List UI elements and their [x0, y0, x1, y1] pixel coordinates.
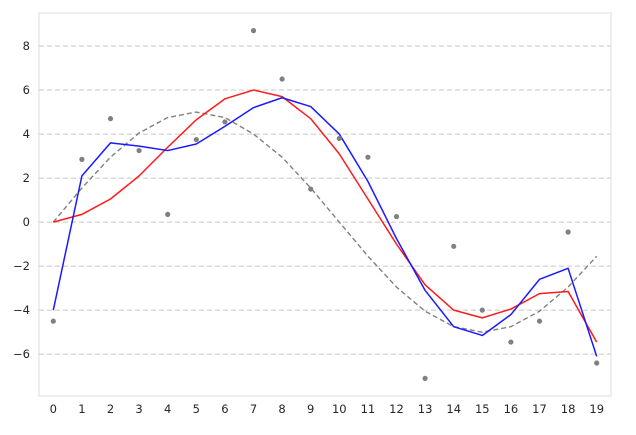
y-grid [39, 45, 611, 355]
x-tick-label: 5 [193, 402, 200, 416]
series-line-2 [53, 89, 598, 343]
scatter-point [479, 307, 485, 313]
series-lines [52, 89, 598, 357]
x-tick-label: 14 [446, 402, 461, 416]
scatter-point [308, 186, 314, 192]
x-tick-label: 3 [135, 402, 142, 416]
x-tick-label: 6 [221, 402, 228, 416]
x-tick-label: 0 [50, 402, 57, 416]
scatter-point [222, 119, 228, 125]
scatter-point [594, 360, 600, 366]
x-tick-label: 11 [361, 402, 376, 416]
scatter-point [565, 229, 571, 235]
series-line-3 [52, 96, 598, 357]
scatter-point [165, 211, 171, 218]
y-tick-label: −4 [13, 303, 30, 317]
y-tick-label: 4 [23, 127, 30, 141]
scatter-point [279, 76, 285, 82]
x-tick-label: 8 [278, 402, 285, 416]
x-tick-label: 12 [389, 402, 404, 416]
scatter-point [107, 116, 114, 122]
y-tick-labels: −6 −4 −2 0 2 4 6 8 [13, 39, 30, 361]
scatter-point [536, 318, 543, 324]
y-tick-label: 6 [23, 83, 30, 97]
scatter-points [50, 28, 600, 381]
y-tick-label: 2 [23, 171, 30, 185]
x-tick-label: 15 [475, 402, 490, 416]
x-tick-label: 16 [504, 402, 519, 416]
scatter-point [336, 135, 342, 142]
x-tick-label: 17 [532, 402, 547, 416]
x-tick-label: 10 [332, 402, 347, 416]
x-tick-label: 4 [164, 402, 171, 416]
scatter-point [136, 147, 142, 154]
x-tick-label: 19 [589, 402, 604, 416]
x-tick-label: 2 [107, 402, 114, 416]
scatter-point [250, 28, 257, 34]
x-tick-labels: 0 1 2 3 4 5 6 7 8 9 10 11 12 13 14 15 16 17 18 19 [50, 402, 604, 416]
x-tick-label: 18 [561, 402, 576, 416]
y-tick-label: −6 [13, 347, 30, 361]
y-tick-label: 8 [23, 39, 30, 53]
scatter-point [451, 243, 457, 249]
scatter-point [193, 136, 199, 143]
scatter-point [422, 375, 428, 381]
scatter-point [50, 318, 56, 324]
x-tick-label: 13 [418, 402, 433, 416]
scatter-point [393, 214, 400, 220]
series-line-1 [52, 111, 598, 333]
y-tick-label: 0 [23, 215, 30, 229]
x-tick-label: 1 [78, 402, 85, 416]
x-tick-label: 7 [250, 402, 257, 416]
scatter-point [79, 156, 85, 162]
scatter-point [508, 339, 514, 345]
scatter-point [365, 154, 371, 160]
y-tick-label: −2 [13, 259, 30, 273]
x-tick-label: 9 [307, 402, 314, 416]
